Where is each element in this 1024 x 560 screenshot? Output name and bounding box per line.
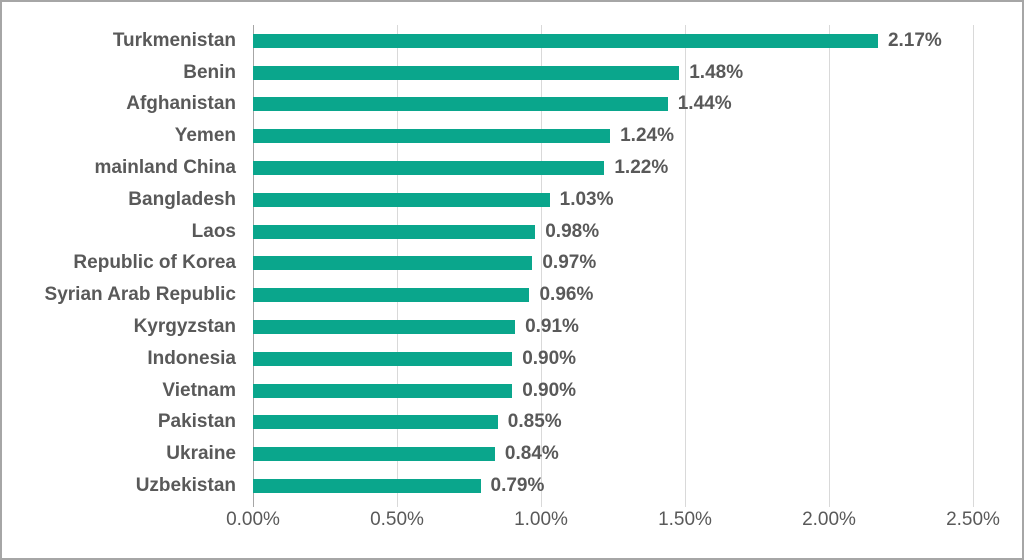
bar (253, 161, 605, 176)
category-label: Turkmenistan (112, 29, 236, 51)
bar (253, 288, 530, 303)
bar-value-label: 0.96% (539, 284, 594, 306)
bar (253, 65, 680, 80)
gridline (685, 25, 686, 507)
bar-row: 1.22% (253, 152, 973, 184)
bar (253, 256, 533, 271)
bar (253, 97, 668, 112)
bar-row: 1.44% (253, 89, 973, 121)
x-tick-label: 1.00% (514, 509, 568, 530)
bar (253, 320, 516, 335)
category-label: Syrian Arab Republic (44, 284, 236, 306)
bar (253, 447, 495, 462)
gridline (829, 25, 830, 507)
x-tick-label: 0.00% (226, 509, 280, 530)
category-label: Yemen (174, 125, 236, 147)
x-tick-label: 1.50% (658, 509, 712, 530)
bar-row: 0.91% (253, 311, 973, 343)
bar (253, 351, 513, 366)
category-label: Laos (191, 220, 236, 242)
bar (253, 192, 550, 207)
x-axis: 0.00% 0.50% 1.00% 1.50% 2.00% 2.50% (226, 509, 1000, 539)
gridline (541, 25, 542, 507)
bar (253, 33, 878, 48)
bar (253, 415, 498, 430)
category-label: Benin (183, 61, 236, 83)
bar-value-label: 0.98% (545, 220, 600, 242)
category-label: Kyrgyzstan (133, 316, 236, 338)
bar-row: 2.17% (253, 25, 973, 57)
x-tick-label: 2.00% (802, 509, 856, 530)
x-tick-label: 2.50% (946, 509, 1000, 530)
category-label: Indonesia (147, 347, 236, 369)
bar (253, 479, 481, 494)
x-tick-label: 0.50% (370, 509, 424, 530)
bar-value-label: 1.24% (620, 125, 674, 147)
category-label: Bangladesh (128, 188, 236, 210)
category-label: Pakistan (157, 411, 236, 433)
bar-value-label: 0.85% (507, 411, 562, 433)
plot-area: 2.17% 1.48% 1.44% 1.24% 1.22% 1.03% 0.98% 0.97%… (253, 25, 974, 507)
bar-value-label: 1.03% (559, 188, 614, 210)
bar-value-label: 0.90% (522, 347, 577, 369)
bar-row: 0.90% (253, 375, 973, 407)
bar-value-label: 1.22% (614, 157, 669, 179)
bar-value-label: 1.48% (689, 61, 744, 83)
category-label: Republic of Korea (73, 252, 236, 274)
category-label: Uzbekistan (135, 475, 236, 497)
bar-value-label: 0.90% (522, 379, 577, 401)
bar-value-label: 2.17% (887, 29, 942, 51)
bar-row: 1.48% (253, 57, 973, 89)
category-label: Afghanistan (126, 93, 236, 115)
bar-row: 1.03% (253, 184, 973, 216)
bar-row: 0.90% (253, 343, 973, 375)
category-label: Ukraine (166, 443, 236, 465)
bar-row: 1.24% (253, 120, 973, 152)
bar-row: 0.96% (253, 279, 973, 311)
bar (253, 383, 513, 398)
category-axis: Turkmenistan Benin Afghanistan Yemen mainlan… (2, 25, 253, 502)
bar (253, 129, 611, 144)
bar-row: 0.84% (253, 438, 973, 470)
bar-row: 0.97% (253, 248, 973, 280)
bar-value-label: 0.79% (490, 475, 545, 497)
bar-value-label: 1.44% (677, 93, 732, 115)
category-label: Vietnam (162, 379, 236, 401)
bar-value-label: 0.97% (542, 252, 597, 274)
bar (253, 224, 536, 239)
bar-row: 0.85% (253, 407, 973, 439)
bar-row: 0.79% (253, 470, 973, 502)
category-label: mainland China (94, 157, 236, 179)
bar-row: 0.98% (253, 216, 973, 248)
bar-value-label: 0.84% (504, 443, 559, 465)
gridline (973, 25, 974, 507)
bar-value-label: 0.91% (525, 316, 579, 338)
